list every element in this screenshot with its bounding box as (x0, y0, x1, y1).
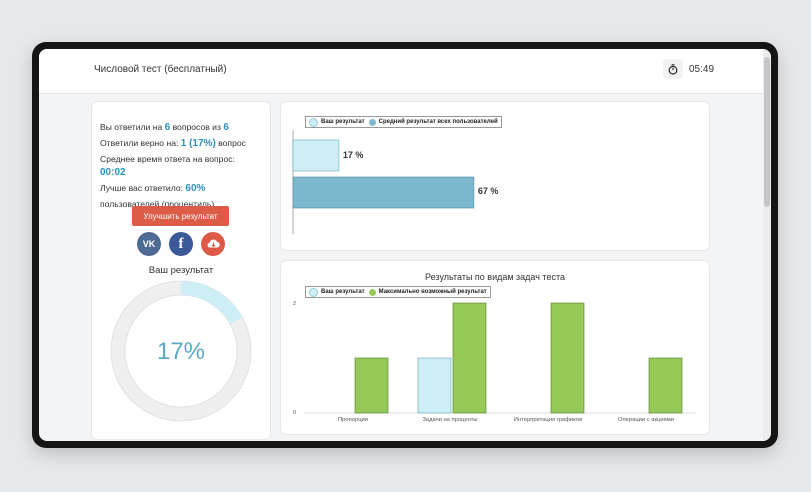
stats-better-line: Лучше вас ответило: 60% (100, 181, 268, 197)
bar-average-label: 67 % (477, 186, 499, 196)
legend-item-your: Ваш результат (309, 117, 365, 127)
avg-time: 00:02 (100, 167, 126, 179)
category-label: Задачи на проценты (422, 417, 478, 423)
bar-your-result (417, 357, 452, 414)
page-title: Числовой тест (бесплатный) (94, 64, 227, 75)
cloud-download-icon[interactable] (201, 232, 225, 256)
your-result-label: Ваш результат (148, 265, 214, 276)
answered-count: 6 (164, 122, 171, 133)
bar-average-result (292, 176, 475, 209)
legend-label: Средний результат всех пользователей (378, 119, 498, 125)
correct-count: 1 (17%) (180, 137, 216, 149)
bar-max-result (452, 302, 487, 414)
stats-text: Ответили верно на: (100, 137, 181, 148)
scrollbar[interactable] (763, 49, 771, 441)
legend-label: Ваш результат (321, 289, 365, 295)
gauge-value: 17% (157, 338, 205, 365)
stats-text: Лучше вас ответило: (100, 183, 186, 194)
timer-value: 05:49 (689, 64, 715, 75)
legend-label: Максимально возможный результат (378, 289, 487, 295)
stats-avg-label: Среднее время ответа на вопрос: (100, 153, 235, 164)
top-bar: Числовой тест (бесплатный) 05:49 (39, 49, 763, 94)
category-label: Интерпретация графиков (513, 417, 583, 423)
facebook-share-icon[interactable]: f (169, 232, 193, 256)
legend-swatch-avg (368, 118, 376, 126)
summary-card: Вы ответили на 6 вопросов из 6 Ответили … (91, 101, 271, 440)
device-frame: Числовой тест (бесплатный) 05:49 Вы отве… (32, 42, 778, 448)
result-stats: Вы ответили на 6 вопросов из 6 Ответили … (100, 120, 268, 212)
stats-text: вопросов из (170, 122, 224, 132)
y-tick-2: 2 (293, 301, 297, 307)
comparison-chart-card: Ваш результат Средний результат всех пол… (280, 101, 710, 251)
stats-answered-line: Вы ответили на 6 вопросов из 6 (100, 120, 268, 136)
bar-max-result (648, 357, 683, 414)
legend-item-avg: Средний результат всех пользователей (368, 118, 498, 126)
y-tick-0: 0 (293, 410, 297, 416)
bar-your-label: 17 % (342, 150, 364, 160)
stats-percentile-label: пользователей (процентиль). (100, 198, 217, 209)
stats-text: Вы ответили на (100, 122, 165, 132)
chart1-legend: Ваш результат Средний результат всех пол… (305, 116, 502, 128)
chart2-legend: Ваш результат Максимально возможный резу… (305, 286, 491, 298)
gauge-progress (180, 281, 243, 325)
task-types-chart (305, 302, 696, 414)
stats-text: вопрос (215, 137, 246, 148)
total-count: 6 (223, 122, 229, 133)
legend-swatch-max (368, 288, 376, 296)
stopwatch-icon[interactable] (663, 59, 683, 79)
category-label: Пропорции (338, 417, 368, 423)
bar-your-result (292, 139, 340, 172)
improve-result-button[interactable]: Улучшить результат (132, 206, 229, 226)
better-percent: 60% (185, 183, 206, 195)
task-types-chart-card: Результаты по видам задач теста Ваш резу… (280, 260, 710, 435)
legend-item-max: Максимально возможный результат (368, 288, 487, 296)
app-screen: Числовой тест (бесплатный) 05:49 Вы отве… (39, 49, 771, 441)
legend-label: Ваш результат (321, 119, 365, 125)
legend-swatch-your (309, 287, 318, 297)
legend-item-your: Ваш результат (309, 287, 365, 297)
stats-correct-line: Ответили верно на: 1 (17%) вопрос (100, 136, 268, 152)
chart2-title: Результаты по видам задач теста (425, 272, 565, 282)
legend-swatch-your (309, 117, 318, 127)
category-label: Операции с акциями (618, 417, 674, 423)
result-gauge: 17% (110, 280, 252, 422)
scrollbar-thumb[interactable] (764, 57, 770, 207)
bar-max-result (354, 357, 389, 414)
comparison-chart (292, 130, 475, 234)
bar-max-result (550, 302, 585, 414)
vk-share-icon[interactable]: VK (137, 232, 161, 256)
